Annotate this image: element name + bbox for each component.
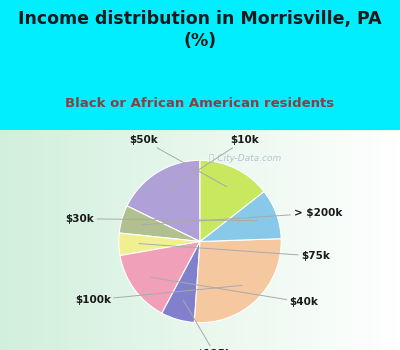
Wedge shape xyxy=(200,160,264,242)
Text: $50k: $50k xyxy=(129,135,227,187)
Text: $100k: $100k xyxy=(75,285,242,305)
Wedge shape xyxy=(162,241,200,322)
Text: $40k: $40k xyxy=(151,277,318,307)
Wedge shape xyxy=(200,191,281,242)
Text: $30k: $30k xyxy=(66,214,257,224)
Wedge shape xyxy=(120,241,200,313)
Wedge shape xyxy=(119,233,200,256)
Wedge shape xyxy=(119,206,200,241)
Text: ⓘ City-Data.com: ⓘ City-Data.com xyxy=(209,154,281,163)
Text: $75k: $75k xyxy=(139,244,330,261)
Text: > $200k: > $200k xyxy=(142,208,342,225)
Text: $125k: $125k xyxy=(183,300,233,350)
Wedge shape xyxy=(127,160,200,242)
Text: $10k: $10k xyxy=(168,135,259,190)
Text: Black or African American residents: Black or African American residents xyxy=(66,97,334,110)
Text: Income distribution in Morrisville, PA
(%): Income distribution in Morrisville, PA (… xyxy=(18,10,382,50)
Wedge shape xyxy=(194,239,281,323)
